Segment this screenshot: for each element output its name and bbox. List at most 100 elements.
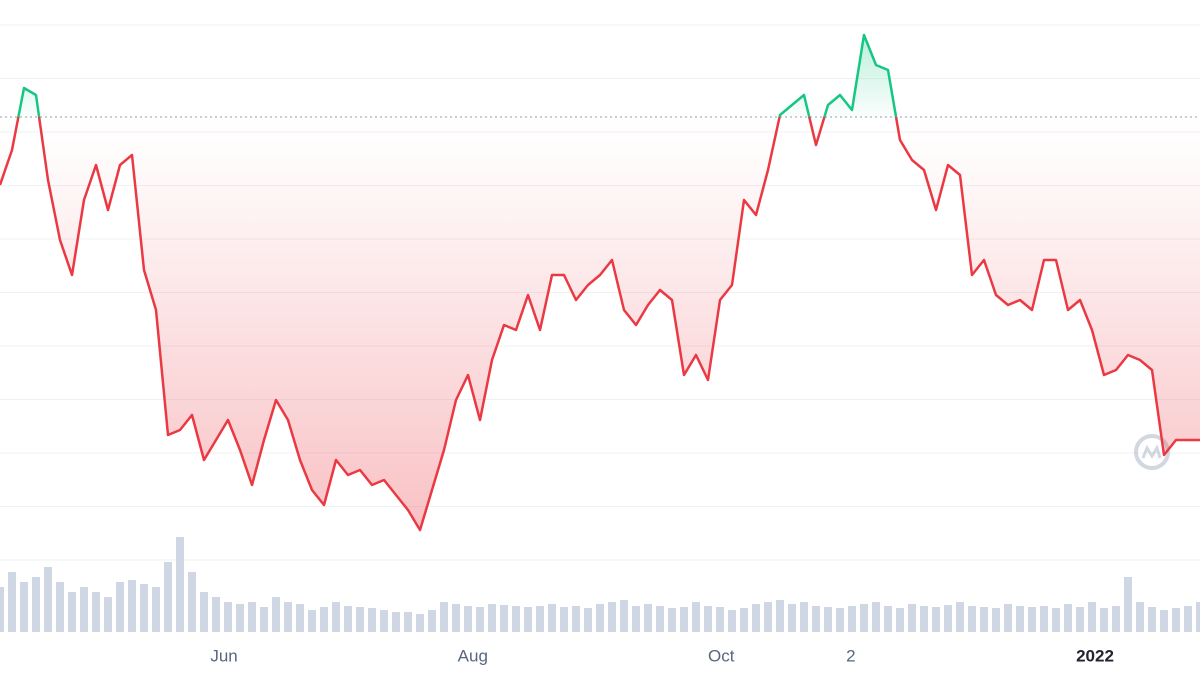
volume-bar (416, 614, 424, 632)
volume-bar (1076, 607, 1084, 632)
volume-bar (404, 612, 412, 632)
volume-bar (572, 606, 580, 632)
volume-bar (836, 608, 844, 632)
volume-bar (1160, 610, 1168, 632)
volume-bar (164, 562, 172, 632)
volume-bar (812, 606, 820, 632)
volume-bar (56, 582, 64, 632)
volume-bar (68, 592, 76, 632)
volume-bar (1184, 606, 1192, 632)
volume-bar (932, 607, 940, 632)
volume-bar (776, 600, 784, 632)
volume-bar (116, 582, 124, 632)
volume-bar (296, 604, 304, 632)
volume-bar (728, 610, 736, 632)
volume-bar (704, 606, 712, 632)
volume-bar (1004, 604, 1012, 632)
volume-bar (8, 572, 16, 632)
volume-bar (884, 606, 892, 632)
area-down (0, 117, 1200, 530)
volume-bar (344, 606, 352, 632)
volume-bar (368, 608, 376, 632)
x-tick-label: 2 (846, 646, 855, 665)
volume-bar (44, 567, 52, 632)
volume-bar (860, 604, 868, 632)
volume-bar (476, 607, 484, 632)
volume-bar (644, 604, 652, 632)
volume-bar (20, 582, 28, 632)
volume-bar (656, 606, 664, 632)
volume-bar (1052, 608, 1060, 632)
volume-bar (332, 602, 340, 632)
volume-bar (1136, 602, 1144, 632)
volume-bar (752, 604, 760, 632)
volume-bar (1040, 606, 1048, 632)
volume-bar (320, 607, 328, 632)
volume-bar (632, 606, 640, 632)
volume-bar (512, 606, 520, 632)
volume-bar (380, 610, 388, 632)
volume-bar (596, 604, 604, 632)
x-tick-label: Oct (708, 646, 735, 665)
volume-bar (1196, 602, 1200, 632)
volume-bar (908, 604, 916, 632)
volume-bar (620, 600, 628, 632)
volume-bar (560, 607, 568, 632)
volume-bar (524, 607, 532, 632)
volume-bar (896, 608, 904, 632)
volume-bar (764, 602, 772, 632)
x-tick-label: Aug (458, 646, 488, 665)
volume-bar (248, 602, 256, 632)
volume-bar (692, 602, 700, 632)
volume-bar (740, 608, 748, 632)
volume-bar (872, 602, 880, 632)
volume-bar (356, 607, 364, 632)
volume-bar (1112, 606, 1120, 632)
volume-bar (716, 607, 724, 632)
volume-bar (284, 602, 292, 632)
volume-bar (272, 597, 280, 632)
volume-bar (800, 602, 808, 632)
volume-bar (548, 604, 556, 632)
volume-bar (668, 608, 676, 632)
volume-bar (188, 572, 196, 632)
volume-bar (128, 580, 136, 632)
volume-bar (788, 604, 796, 632)
volume-bar (200, 592, 208, 632)
volume-bar (236, 604, 244, 632)
volume-bar (260, 607, 268, 632)
volume-bar (32, 577, 40, 632)
volume-bar (1124, 577, 1132, 632)
volume-bar (464, 606, 472, 632)
volume-bar (0, 587, 4, 632)
x-tick-label: 2022 (1076, 646, 1114, 665)
volume-bar (944, 605, 952, 632)
volume-bar (584, 608, 592, 632)
volume-bar (392, 612, 400, 632)
volume-bar (224, 602, 232, 632)
volume-bar (104, 597, 112, 632)
volume-bar (968, 606, 976, 632)
volume-bar (608, 602, 616, 632)
volume-bar (1100, 608, 1108, 632)
volume-bar (1028, 607, 1036, 632)
volume-bar (488, 604, 496, 632)
volume-bar (176, 537, 184, 632)
x-tick-label: Jun (210, 646, 237, 665)
volume-bar (848, 606, 856, 632)
volume-bar (992, 608, 1000, 632)
volume-bar (536, 606, 544, 632)
volume-bar (1016, 606, 1024, 632)
volume-bar (920, 606, 928, 632)
volume-bar (452, 604, 460, 632)
volume-bar (440, 602, 448, 632)
volume-bar (1148, 607, 1156, 632)
volume-bar (140, 584, 148, 632)
volume-bar (680, 607, 688, 632)
volume-bar (92, 592, 100, 632)
volume-bar (212, 597, 220, 632)
volume-bar (824, 607, 832, 632)
volume-bar (152, 587, 160, 632)
volume-bar (500, 605, 508, 632)
